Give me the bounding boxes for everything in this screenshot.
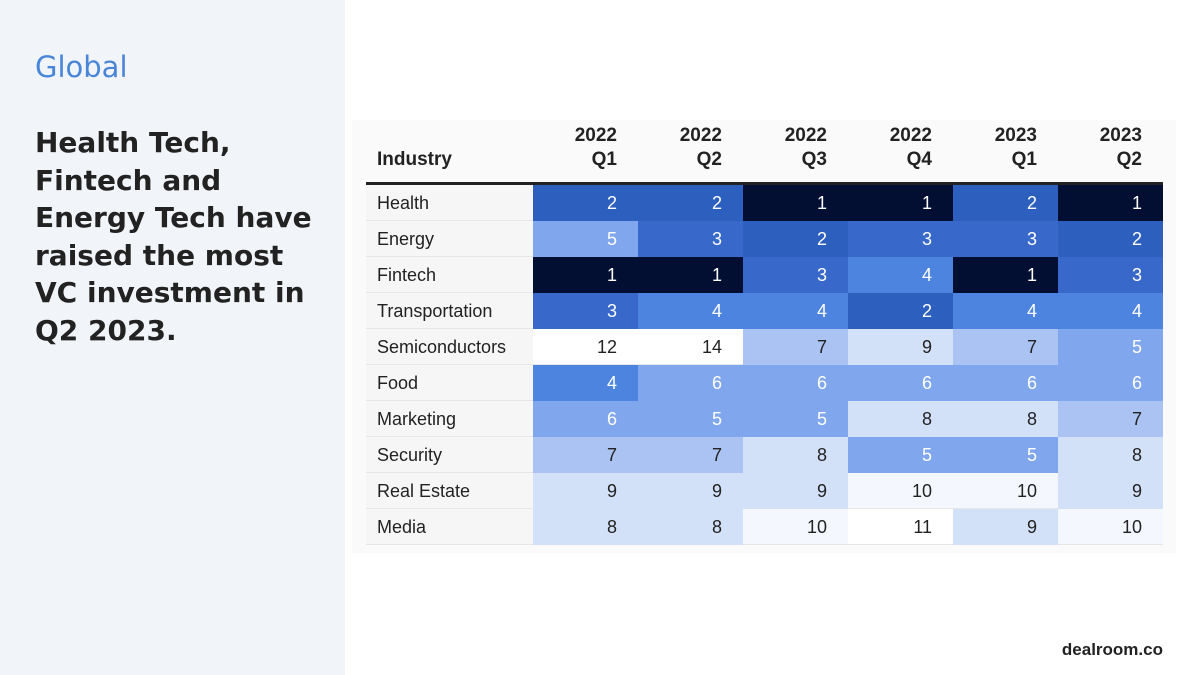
rank-cell: 3 xyxy=(638,221,743,257)
rank-cell: 9 xyxy=(533,473,638,509)
rank-cell: 5 xyxy=(533,221,638,257)
rank-cell: 10 xyxy=(1058,509,1163,545)
rank-cell: 6 xyxy=(638,365,743,401)
rank-cell: 8 xyxy=(953,401,1058,437)
column-header-line: Q2 xyxy=(696,149,722,170)
rank-cell: 5 xyxy=(848,437,953,473)
rank-cell: 11 xyxy=(848,509,953,545)
rank-cell: 8 xyxy=(743,437,848,473)
rank-cell: 10 xyxy=(743,509,848,545)
rank-cell: 8 xyxy=(533,509,638,545)
rank-cell: 9 xyxy=(638,473,743,509)
rank-cell: 2 xyxy=(743,221,848,257)
rank-cell: 4 xyxy=(1058,293,1163,329)
brand: dealroom.co xyxy=(1061,640,1163,659)
row-label: Security xyxy=(366,437,533,473)
rank-cell: 5 xyxy=(1058,329,1163,365)
rank-cell: 8 xyxy=(848,401,953,437)
row-label: Semiconductors xyxy=(366,329,533,365)
row-label: Marketing xyxy=(366,401,533,437)
rank-cell: 8 xyxy=(1058,437,1163,473)
column-header-line: Q4 xyxy=(906,149,932,170)
rank-cell: 1 xyxy=(638,257,743,293)
column-header-line: Q2 xyxy=(1116,149,1142,170)
row-label: Real Estate xyxy=(366,473,533,509)
headline: Health Tech, Fintech and Energy Tech hav… xyxy=(35,126,312,347)
rank-cell: 5 xyxy=(953,437,1058,473)
column-header: 2022 Q4 xyxy=(848,124,953,172)
row-label: Fintech xyxy=(366,257,533,293)
rank-cell: 2 xyxy=(638,185,743,221)
column-header-line: 2022 xyxy=(679,125,722,146)
rank-cell: 6 xyxy=(1058,365,1163,401)
rank-cell: 10 xyxy=(848,473,953,509)
rank-cell: 7 xyxy=(1058,401,1163,437)
column-header-line: 2022 xyxy=(889,125,932,146)
rank-cell: 7 xyxy=(953,329,1058,365)
rank-cell: 1 xyxy=(1058,185,1163,221)
rank-cell: 7 xyxy=(533,437,638,473)
rank-cell: 5 xyxy=(638,401,743,437)
column-header-line: Q1 xyxy=(1011,149,1037,170)
rank-cell: 7 xyxy=(638,437,743,473)
rank-cell: 4 xyxy=(533,365,638,401)
region-label: Global xyxy=(35,50,128,84)
rank-cell: 3 xyxy=(533,293,638,329)
rank-cell: 1 xyxy=(848,185,953,221)
rank-cell: 3 xyxy=(743,257,848,293)
rank-cell: 1 xyxy=(533,257,638,293)
rank-cell: 12 xyxy=(533,329,638,365)
column-header: 2022 Q2 xyxy=(638,124,743,172)
rank-cell: 2 xyxy=(953,185,1058,221)
rank-cell: 2 xyxy=(533,185,638,221)
rank-cell: 5 xyxy=(743,401,848,437)
column-header: 2022 Q1 xyxy=(533,124,638,172)
column-header-line: 2023 xyxy=(994,125,1037,146)
rank-cell: 3 xyxy=(953,221,1058,257)
column-header-line: Q1 xyxy=(591,149,617,170)
column-header: Industry xyxy=(377,149,452,170)
rank-cell: 2 xyxy=(848,293,953,329)
column-header: 2022 Q3 xyxy=(743,124,848,172)
row-label: Transportation xyxy=(366,293,533,329)
row-label: Food xyxy=(366,365,533,401)
rank-cell: 2 xyxy=(1058,221,1163,257)
rank-cell: 4 xyxy=(848,257,953,293)
rank-cell: 6 xyxy=(533,401,638,437)
rank-cell: 8 xyxy=(638,509,743,545)
rank-cell: 9 xyxy=(848,329,953,365)
rank-cell: 6 xyxy=(848,365,953,401)
row-label: Health xyxy=(366,185,533,221)
column-header-line: Q3 xyxy=(801,149,827,170)
row-label: Energy xyxy=(366,221,533,257)
rank-cell: 6 xyxy=(743,365,848,401)
row-label: Media xyxy=(366,509,533,545)
header-rule xyxy=(366,182,1163,185)
rank-cell: 4 xyxy=(953,293,1058,329)
column-header: 2023 Q2 xyxy=(1058,124,1163,172)
rank-cell: 3 xyxy=(848,221,953,257)
rank-cell: 1 xyxy=(743,185,848,221)
column-header-line: 2022 xyxy=(784,125,827,146)
rank-cell: 7 xyxy=(743,329,848,365)
column-header: 2023 Q1 xyxy=(953,124,1058,172)
rank-cell: 1 xyxy=(953,257,1058,293)
rank-cell: 4 xyxy=(743,293,848,329)
rank-cell: 14 xyxy=(638,329,743,365)
rank-cell: 3 xyxy=(1058,257,1163,293)
rank-cell: 9 xyxy=(1058,473,1163,509)
rank-cell: 9 xyxy=(953,509,1058,545)
column-header-line: 2022 xyxy=(574,125,617,146)
column-header-line: 2023 xyxy=(1099,125,1142,146)
rank-cell: 4 xyxy=(638,293,743,329)
rank-cell: 10 xyxy=(953,473,1058,509)
rank-cell: 9 xyxy=(743,473,848,509)
rank-cell: 6 xyxy=(953,365,1058,401)
side-panel xyxy=(0,0,345,675)
